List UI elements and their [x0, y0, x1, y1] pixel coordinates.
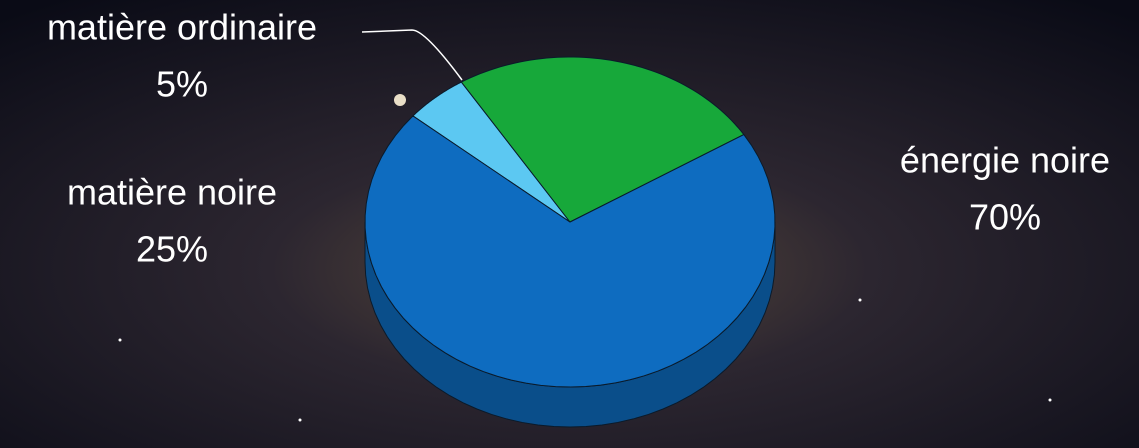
star: [858, 298, 862, 302]
slice: [460, 56, 745, 223]
star: [298, 418, 302, 422]
value-label: 70%: [969, 197, 1041, 238]
star: [394, 94, 406, 106]
slice: [364, 115, 776, 388]
value-label: 5%: [156, 64, 208, 105]
category-label: matière noire: [67, 172, 277, 213]
labels: matière ordinaire 5% matière noire 25% énerg…: [47, 7, 1110, 270]
slice: [412, 81, 571, 223]
value-label: 25%: [136, 229, 208, 270]
star: [1048, 398, 1052, 402]
leader-line: [361, 29, 463, 81]
pie: [364, 56, 776, 428]
category-label: matière ordinaire: [47, 7, 317, 48]
category-label: énergie noire: [900, 140, 1110, 181]
star: [118, 338, 122, 342]
